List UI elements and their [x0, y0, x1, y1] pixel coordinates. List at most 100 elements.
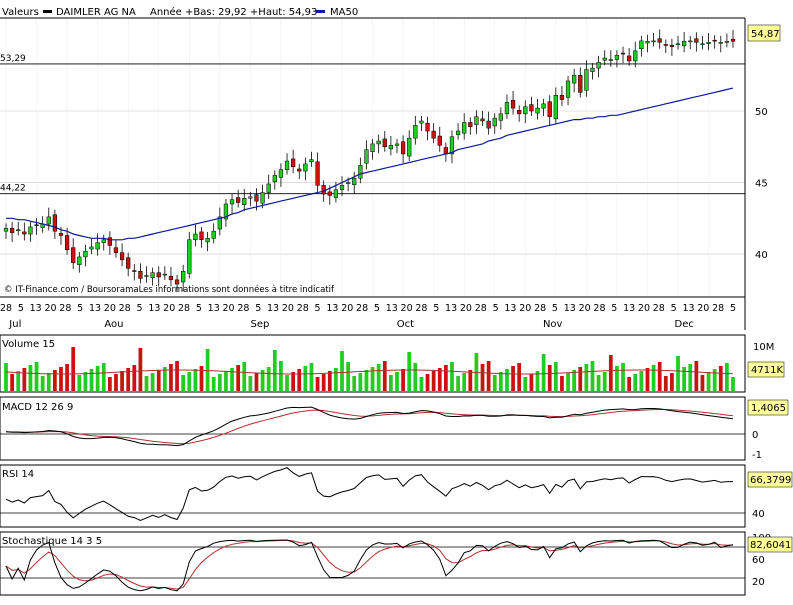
candle-body — [187, 239, 192, 274]
volume-bar — [621, 363, 625, 391]
x-day-label: 5 — [374, 303, 380, 314]
volume-bar — [541, 354, 546, 391]
candle-body — [345, 182, 351, 184]
volume-bar — [297, 369, 302, 391]
volume-bar — [285, 375, 289, 391]
macd-panel-frame — [0, 396, 746, 461]
candle-body — [486, 120, 491, 129]
x-month-label: Oct — [397, 319, 414, 330]
price-y-tick-label: 40 — [755, 250, 768, 261]
candle-body — [291, 158, 296, 168]
x-day-label: 20 — [104, 303, 116, 314]
candle-body — [480, 118, 485, 122]
candle-body — [236, 197, 241, 203]
x-day-label: 20 — [223, 303, 235, 314]
macd-line — [5, 406, 734, 447]
volume-bar — [242, 362, 247, 391]
volume-bar — [266, 367, 271, 391]
volume-bar — [89, 369, 94, 391]
candle-body — [633, 50, 638, 62]
x-day-label: 5 — [730, 303, 736, 314]
volume-bar — [615, 366, 619, 391]
volume-bar — [101, 363, 106, 391]
volume-bar — [694, 361, 699, 391]
rsi-panel: RSI 14 66,3799 40 — [0, 464, 793, 528]
candle-body — [101, 239, 106, 243]
volume-bar — [120, 371, 124, 391]
instrument-legend-swatch — [43, 10, 52, 13]
volume-bar — [34, 362, 39, 391]
x-day-label: 28 — [59, 303, 71, 314]
candle-body — [132, 270, 137, 272]
volume-bar — [199, 366, 204, 391]
candle-body — [89, 246, 94, 250]
volume-bar — [260, 370, 265, 391]
candle-body — [16, 229, 21, 232]
candle-body — [352, 177, 357, 185]
volume-bar — [358, 373, 363, 391]
volume-bar — [437, 368, 442, 391]
candle-body — [718, 42, 723, 44]
volume-bars — [4, 347, 735, 391]
candle-body — [248, 196, 253, 199]
candle-body — [382, 138, 387, 148]
rsi-tick-40: 40 — [752, 509, 765, 520]
candle-body — [126, 257, 131, 269]
volume-bar — [175, 361, 179, 391]
x-axis: 28 5 13 20 28 5 13 20 28 5 13 20 28 5 13 20 28 5 13 20 28 5 13… — [0, 303, 736, 330]
volume-panel: Volume 15 10M 4711K — [0, 334, 785, 393]
price-reference-label: 53,29 — [0, 54, 26, 64]
macd-panel: MACD 12 26 9 1,4065 0 -1 — [0, 396, 789, 461]
candle-body — [462, 122, 467, 134]
x-day-label: 13 — [504, 303, 516, 314]
volume-bar — [443, 365, 448, 391]
volume-bar — [291, 372, 296, 391]
volume-bar — [126, 368, 131, 391]
price-y-axis-ticks: 40 45 50 — [755, 107, 768, 261]
candle-body — [559, 95, 565, 100]
x-day-label: 20 — [697, 303, 709, 314]
volume-bar — [700, 375, 705, 391]
price-y-tick-label: 45 — [755, 179, 768, 190]
candle-body — [156, 272, 161, 278]
candle-body — [370, 143, 375, 153]
data-credit: © IT-Finance.com / BoursoramaLes informa… — [4, 284, 335, 295]
volume-bar — [40, 376, 45, 391]
volume-bar — [114, 374, 118, 391]
rsi-panel-frame — [0, 464, 746, 528]
volume-bar — [279, 361, 283, 391]
volume-bar — [236, 365, 241, 391]
volume-bar — [230, 368, 234, 391]
ma50-legend-label: MA50 — [330, 7, 358, 18]
volume-bar — [480, 364, 485, 391]
volume-bar — [364, 370, 369, 391]
candle-body — [260, 192, 265, 204]
stochastic-panel-frame — [0, 531, 746, 596]
volume-bar — [395, 372, 399, 391]
volume-bar — [547, 365, 552, 391]
volume-bar — [608, 355, 613, 391]
x-day-label: 5 — [18, 303, 24, 314]
volume-bar — [144, 376, 149, 391]
stochastic-k-line — [5, 539, 734, 592]
x-day-label: 28 — [119, 303, 131, 314]
volume-bar — [224, 371, 228, 391]
x-day-label: 28 — [356, 303, 368, 314]
candle-body — [523, 106, 528, 115]
candle-body — [639, 40, 644, 50]
volume-bar — [450, 362, 454, 391]
price-panel: 53,29 44,22 © IT-Finance.com / Boursorama… — [0, 17, 781, 330]
candle-body — [419, 120, 424, 124]
x-month-label: Jul — [8, 319, 21, 330]
x-axis-month-labels: Jul Aou Sep Oct Nov Dec — [8, 319, 694, 330]
x-day-label: 13 — [623, 303, 635, 314]
volume-bar — [321, 374, 326, 391]
stochastic-tick-20: 20 — [752, 577, 765, 588]
candle-body — [627, 55, 632, 62]
x-day-label: 13 — [208, 303, 220, 314]
x-day-label: 13 — [564, 303, 576, 314]
stochastic-last-box — [747, 536, 793, 553]
price-y-tick-label: 50 — [755, 107, 768, 118]
volume-bar — [370, 367, 375, 391]
x-day-label: 20 — [163, 303, 175, 314]
